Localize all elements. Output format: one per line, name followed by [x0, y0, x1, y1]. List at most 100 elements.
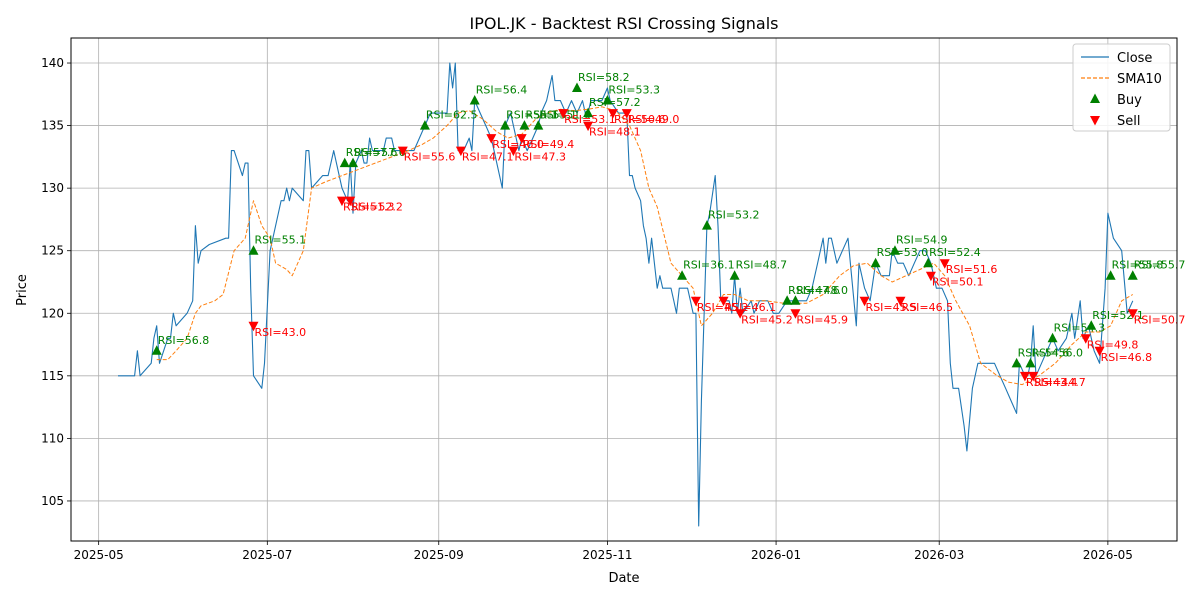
buy-marker — [1025, 357, 1036, 368]
x-tick-label: 2026-01 — [751, 548, 801, 562]
x-tick-label: 2025-11 — [582, 548, 632, 562]
legend-label: Sell — [1117, 114, 1140, 129]
buy-label: RSI=56.0 — [1031, 346, 1083, 359]
sell-label: RSI=43.4 — [1026, 376, 1078, 389]
sell-marker — [718, 296, 729, 307]
sell-marker — [1094, 346, 1105, 357]
buy-marker — [790, 295, 801, 305]
x-tick-label: 2026-03 — [914, 548, 964, 562]
buy-marker — [519, 120, 530, 130]
legend-label: Buy — [1117, 93, 1142, 108]
y-tick-label: 125 — [41, 244, 64, 258]
buy-label: RSI=55.1 — [254, 234, 306, 247]
sell-label: RSI=46.5 — [902, 301, 954, 314]
y-tick-label: 135 — [41, 119, 64, 133]
buy-marker — [1011, 357, 1022, 368]
sell-marker — [583, 121, 594, 132]
sell-label: RSI=48.1 — [589, 126, 641, 139]
buy-marker — [348, 157, 359, 168]
sell-label: RSI=50.1 — [932, 276, 984, 289]
sell-label: RSI=52.2 — [351, 201, 403, 214]
buy-label: RSI=48.0 — [796, 284, 848, 297]
sell-marker — [735, 309, 746, 319]
sell-marker — [516, 134, 527, 144]
buy-label: RSI=56.4 — [476, 84, 528, 97]
sell-label: RSI=45.2 — [741, 313, 793, 326]
y-tick-label: 140 — [41, 56, 64, 70]
buy-marker — [469, 95, 480, 105]
buy-label: RSI=62.5 — [426, 109, 478, 122]
buy-label: RSI=51.6 — [539, 109, 591, 122]
sell-label: RSI=45.5 — [866, 301, 918, 314]
sell-marker — [345, 196, 356, 207]
sell-marker — [1028, 371, 1039, 382]
buy-marker — [419, 120, 430, 130]
chart-title: IPOL.JK - Backtest RSI Crossing Signals — [469, 14, 778, 33]
sell-marker — [397, 146, 408, 157]
sell-label: RSI=46.1 — [725, 301, 777, 314]
sell-label: RSI=55.6 — [404, 151, 456, 164]
sell-marker — [455, 146, 466, 157]
sell-label: RSI=46.0 — [492, 138, 544, 151]
buy-label: RSI=48.7 — [736, 259, 788, 272]
buy-marker — [870, 257, 881, 268]
axes: 2025-05 2025-07 2025-09 2025-11 2026-01 2026-… — [41, 56, 1133, 562]
sell-label: RSI=47.1 — [462, 151, 514, 164]
buy-label: RSI=55.8 — [1112, 259, 1164, 272]
y-tick-label: 105 — [41, 494, 64, 508]
sell-label: RSI=51.6 — [946, 263, 998, 276]
sell-marker — [486, 134, 497, 144]
x-axis-label: Date — [608, 571, 639, 586]
sell-marker — [1127, 309, 1138, 319]
sell-marker — [790, 309, 801, 319]
buy-marker — [571, 82, 582, 93]
buy-marker — [1127, 270, 1138, 280]
x-tick-label: 2025-09 — [414, 548, 464, 562]
sell-label: RSI=49.0 — [628, 113, 680, 126]
buy-label: RSI=57.6 — [346, 146, 398, 159]
sell-label: RSI=45.9 — [796, 313, 848, 326]
sell-marker — [621, 109, 632, 119]
buy-label: RSI=54.9 — [896, 234, 948, 247]
sell-marker — [607, 109, 618, 119]
buy-marker — [701, 220, 712, 230]
sell-marker — [508, 146, 519, 157]
buy-marker — [1047, 332, 1058, 343]
sell-label: RSI=43.0 — [254, 326, 306, 339]
sell-label: RSI=51.3 — [343, 201, 395, 214]
y-axis-label: Price — [15, 274, 30, 306]
buy-label: RSI=54.3 — [1054, 321, 1106, 334]
buy-marker — [923, 257, 934, 268]
sell-marker — [1019, 371, 1030, 382]
legend: Close SMA10 Buy Sell — [1072, 43, 1171, 132]
sell-label: RSI=49.4 — [523, 138, 575, 151]
x-tick-label: 2026-05 — [1083, 548, 1133, 562]
buy-marker — [1086, 320, 1097, 330]
sell-marker — [895, 296, 906, 307]
buy-label: RSI=47.6 — [788, 284, 840, 297]
buy-label: RSI=53.2 — [708, 209, 760, 222]
sell-marker — [558, 109, 569, 119]
y-tick-label: 115 — [41, 369, 64, 383]
buy-label: RSI=56.8 — [158, 334, 210, 347]
buy-label: RSI=53.3 — [608, 84, 660, 97]
buy-label: RSI=58.2 — [578, 71, 630, 84]
legend-label: Close — [1117, 51, 1152, 66]
buy-marker — [677, 270, 688, 280]
sell-marker — [939, 259, 950, 269]
buy-label: RSI=55.1 — [506, 109, 558, 122]
sell-marker — [859, 296, 870, 307]
sell-marker — [336, 196, 347, 207]
series-line-close — [118, 62, 1134, 527]
sell-label: RSI=50.7 — [1134, 313, 1186, 326]
sell-marker — [248, 321, 259, 332]
buy-marker — [151, 345, 162, 355]
sell-label: RSI=53.1 — [564, 113, 616, 126]
x-tick-label: 2025-05 — [74, 548, 124, 562]
sell-label: RSI=45.2 — [697, 301, 749, 314]
buy-marker — [729, 270, 740, 280]
sell-marker — [690, 296, 701, 307]
